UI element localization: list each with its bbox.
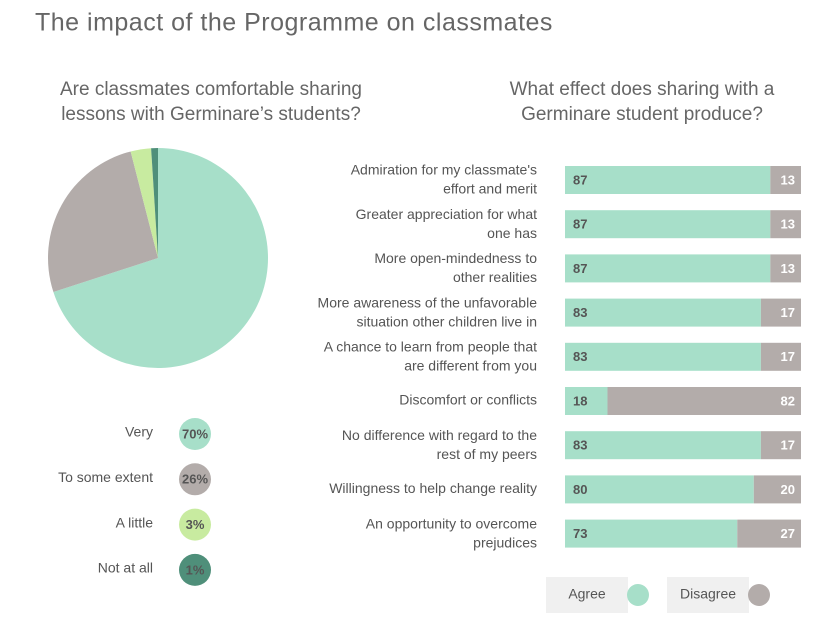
category-label: rest of my peers bbox=[437, 446, 537, 462]
chart-subtitle: lessons with Germinare’s students? bbox=[61, 104, 361, 125]
bar-segment bbox=[760, 431, 801, 460]
bar-value: 20 bbox=[781, 482, 795, 497]
page-title: The impact of the Programme on classmate… bbox=[35, 9, 553, 37]
bar-value: 73 bbox=[573, 526, 587, 541]
value-label: 26% bbox=[182, 472, 208, 487]
bar-value: 17 bbox=[781, 438, 795, 453]
bar-segment bbox=[753, 475, 801, 504]
bar-value: 80 bbox=[573, 482, 587, 497]
chart-subtitle: What effect does sharing with a bbox=[510, 79, 775, 100]
bar-segment bbox=[565, 166, 771, 194]
pie-slice bbox=[130, 148, 158, 258]
bar-value: 13 bbox=[781, 261, 795, 276]
bar-value: 83 bbox=[573, 305, 587, 320]
category-label: No difference with regard to the bbox=[342, 427, 537, 443]
category-label: prejudices bbox=[473, 534, 537, 550]
bar-value: 87 bbox=[573, 217, 587, 232]
bar-segment bbox=[565, 475, 754, 504]
bar-segment bbox=[565, 431, 761, 460]
chart-subtitle: Germinare student produce? bbox=[521, 104, 763, 125]
pie-slice bbox=[53, 148, 268, 368]
pie-slice bbox=[47, 151, 159, 292]
bar-value: 87 bbox=[573, 172, 587, 187]
bar-value: 13 bbox=[781, 172, 795, 187]
bar-value: 13 bbox=[781, 217, 795, 232]
legend-label: Very bbox=[125, 424, 153, 440]
value-label: 3% bbox=[186, 517, 205, 532]
pie-slice bbox=[151, 148, 158, 258]
bar-value: 87 bbox=[573, 261, 587, 276]
legend-label: A little bbox=[116, 514, 154, 530]
value-label: 70% bbox=[182, 426, 208, 441]
bar-segment bbox=[770, 166, 801, 194]
legend-label: Not at all bbox=[98, 560, 153, 576]
category-label: one has bbox=[487, 225, 537, 241]
legend-swatch bbox=[627, 584, 649, 606]
category-label: More awareness of the unfavorable bbox=[318, 294, 538, 310]
bar-segment bbox=[770, 210, 801, 239]
category-label: situation other children live in bbox=[356, 313, 537, 329]
category-label: Discomfort or conflicts bbox=[399, 392, 537, 408]
bar-value: 18 bbox=[573, 393, 587, 408]
category-label: More open-mindedness to bbox=[374, 250, 537, 266]
category-label: Willingness to help change reality bbox=[329, 480, 537, 496]
bar-value: 83 bbox=[573, 438, 587, 453]
category-label: Greater appreciation for what bbox=[356, 206, 537, 222]
legend-label: Disagree bbox=[680, 586, 736, 602]
bar-segment bbox=[565, 387, 608, 415]
bar-value: 27 bbox=[781, 526, 795, 541]
bar-segment bbox=[737, 519, 801, 548]
category-label: Admiration for my classmate's bbox=[351, 162, 537, 178]
bar-value: 83 bbox=[573, 349, 587, 364]
legend-swatch bbox=[179, 418, 211, 450]
bar-segment bbox=[565, 254, 771, 283]
bar-segment bbox=[607, 387, 801, 415]
legend-swatch bbox=[179, 553, 211, 586]
legend-box bbox=[546, 577, 628, 613]
bar-segment bbox=[565, 519, 738, 548]
legend-label: Agree bbox=[568, 586, 606, 602]
bar-segment bbox=[760, 342, 801, 371]
legend-label: To some extent bbox=[58, 469, 153, 485]
category-label: are different from you bbox=[404, 358, 537, 374]
chart-subtitle: Are classmates comfortable sharing bbox=[60, 79, 362, 100]
bar-segment bbox=[565, 298, 761, 327]
bar-segment bbox=[565, 342, 761, 371]
bar-value: 82 bbox=[781, 393, 795, 408]
category-label: A chance to learn from people that bbox=[324, 339, 537, 355]
legend-swatch bbox=[179, 508, 211, 541]
bar-segment bbox=[760, 298, 801, 327]
category-label: effort and merit bbox=[443, 181, 537, 197]
bar-value: 17 bbox=[781, 305, 795, 320]
legend-box bbox=[667, 577, 749, 613]
bar-segment bbox=[770, 254, 801, 283]
bar-value: 17 bbox=[781, 349, 795, 364]
legend-swatch bbox=[748, 584, 770, 606]
category-label: An opportunity to overcome bbox=[366, 515, 537, 531]
category-label: other realities bbox=[453, 269, 537, 285]
legend-swatch bbox=[179, 463, 211, 496]
bar-segment bbox=[565, 210, 771, 239]
value-label: 1% bbox=[186, 562, 205, 577]
